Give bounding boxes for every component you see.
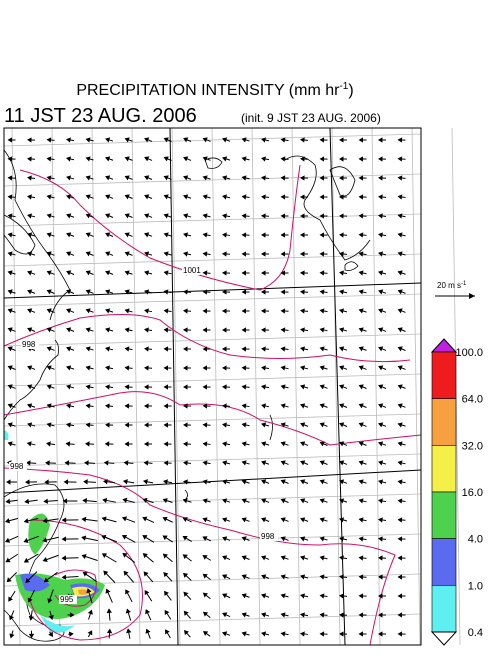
colorbar-label: 1.0 bbox=[468, 580, 483, 592]
colorbar-segment bbox=[432, 585, 456, 632]
vector-scale-label: 20 m s-1 bbox=[437, 281, 467, 290]
colorbar-label: 16.0 bbox=[462, 487, 483, 499]
colorbar-segment bbox=[432, 445, 456, 492]
colorbar-segment bbox=[432, 539, 456, 586]
map: 1001 998 998 998 995 bbox=[4, 128, 460, 650]
isobar-label: 998 bbox=[261, 532, 275, 541]
title-close: ) bbox=[348, 82, 353, 99]
colorbar-label: 0.4 bbox=[468, 627, 483, 639]
map-background bbox=[4, 128, 421, 645]
colorbar-under bbox=[432, 632, 456, 645]
vector-scale-head bbox=[469, 293, 475, 299]
colorbar-label: 100.0 bbox=[455, 347, 483, 359]
isobar-label: 995 bbox=[60, 595, 74, 604]
colorbar-label: 32.0 bbox=[462, 440, 483, 452]
colorbar-label: 64.0 bbox=[462, 394, 483, 406]
title-text: PRECIPITATION INTENSITY (mm hr bbox=[76, 82, 340, 99]
vector-scale-superscript: -1 bbox=[461, 281, 467, 287]
isobar-label: 1001 bbox=[183, 266, 201, 275]
valid-time: 11 JST 23 AUG. 2006 bbox=[4, 105, 197, 127]
vector-scale-text: 20 m s bbox=[437, 281, 461, 290]
colorbar-over bbox=[432, 339, 456, 352]
colorbar-segment bbox=[432, 352, 456, 399]
isobar-label: 998 bbox=[10, 462, 24, 471]
isobar-label: 998 bbox=[22, 340, 36, 349]
colorbar-segment bbox=[432, 399, 456, 446]
title: PRECIPITATION INTENSITY (mm hr-1) bbox=[76, 81, 353, 99]
colorbar-label: 4.0 bbox=[468, 534, 483, 546]
init-time: (init. 9 JST 23 AUG. 2006) bbox=[241, 111, 381, 125]
vector-scale: 20 m s-1 bbox=[435, 281, 475, 299]
colorbar-segment bbox=[432, 492, 456, 539]
